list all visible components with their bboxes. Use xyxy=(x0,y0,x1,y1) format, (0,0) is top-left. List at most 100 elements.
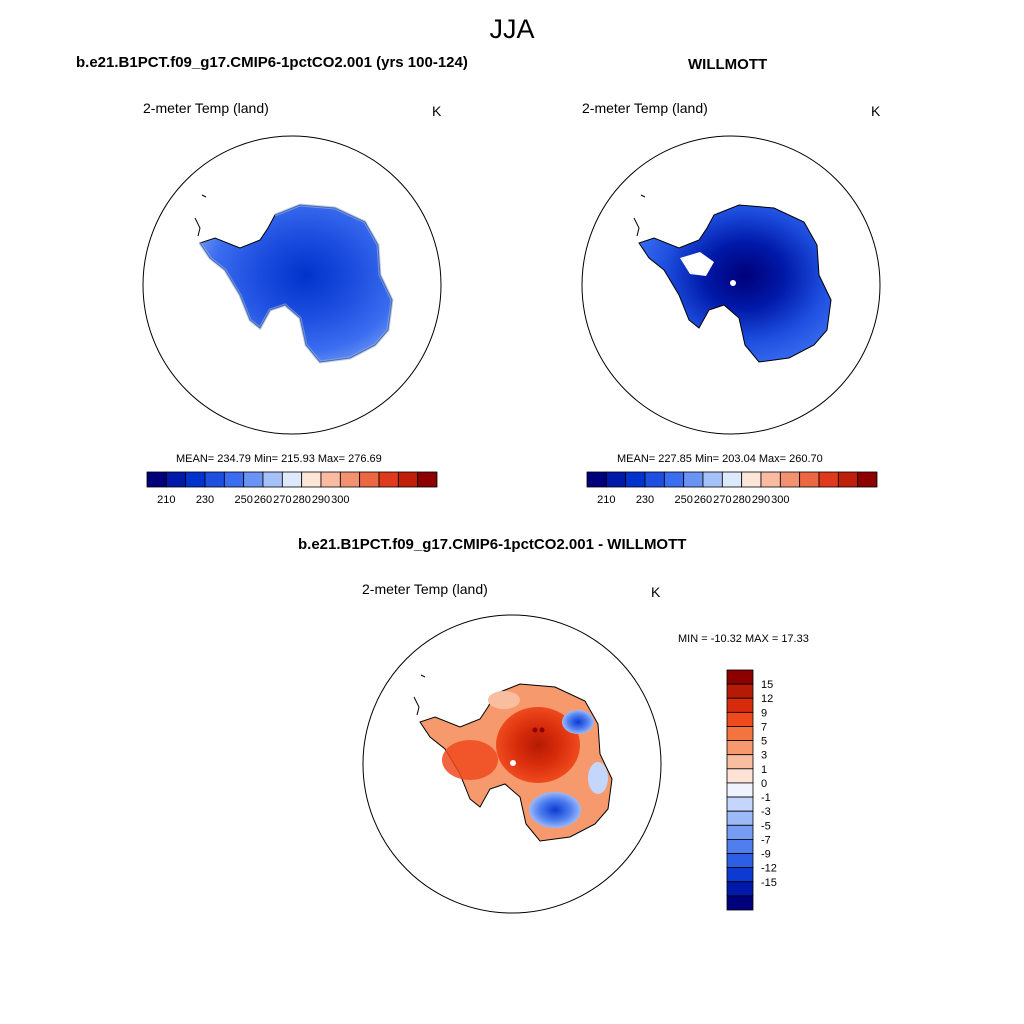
obs-colorbar-tick-label: 210 xyxy=(597,494,615,506)
model-stats-text: MEAN= 234.79 Min= 215.93 Max= 276.69 xyxy=(176,453,382,465)
model-panel-title: b.e21.B1PCT.f09_g17.CMIP6-1pctCO2.001 (y… xyxy=(76,54,468,71)
obs-antarctica-field xyxy=(633,194,832,363)
obs-colorbar-box xyxy=(760,471,781,488)
model-colorbar-box xyxy=(417,471,438,488)
diff-colorbar-box xyxy=(726,768,754,784)
diff-colorbar-box xyxy=(726,711,754,727)
model-variable-label: 2-meter Temp (land) xyxy=(143,100,269,116)
diff-colorbar-box xyxy=(726,824,754,840)
model-colorbar-box xyxy=(204,471,225,488)
obs-colorbar-box xyxy=(741,471,762,488)
diff-colorbar-tick-label: 3 xyxy=(761,750,767,762)
diff-colorbar-box xyxy=(726,810,754,826)
model-colorbar-box xyxy=(378,471,399,488)
model-colorbar-box xyxy=(281,471,303,488)
obs-colorbar-tick-label: 260 xyxy=(694,494,712,506)
obs-panel-title: WILLMOTT xyxy=(688,56,768,73)
diff-stats-text: MIN = -10.32 MAX = 17.33 xyxy=(678,633,809,645)
model-colorbar-box xyxy=(146,471,167,488)
diff-colorbar-box xyxy=(726,853,754,869)
diff-antarctica-field xyxy=(413,674,613,842)
model-colorbar-box xyxy=(223,471,245,488)
diff-colorbar-tick-label: -9 xyxy=(761,849,771,861)
obs-colorbar-box xyxy=(799,471,820,488)
model-colorbar: 210 230 250 260 270 280 290 300 xyxy=(146,471,438,506)
diff-colorbar-box xyxy=(726,726,754,741)
obs-colorbar-box xyxy=(702,471,723,488)
obs-colorbar-box xyxy=(721,471,743,488)
obs-colorbar-box xyxy=(625,471,646,488)
diff-colorbar-box xyxy=(726,669,754,685)
model-colorbar-box xyxy=(359,471,380,488)
model-antarctica-field xyxy=(194,194,394,364)
diff-colorbar-tick-label: 0 xyxy=(761,778,767,790)
model-colorbar-tick-label: 230 xyxy=(196,494,214,506)
obs-colorbar-tick-label: 270 xyxy=(713,494,731,506)
obs-colorbar-tick-label: 250 xyxy=(674,494,692,506)
diff-colorbar-box xyxy=(726,782,754,798)
model-colorbar-box xyxy=(301,471,322,488)
season-title: JJA xyxy=(489,14,535,44)
diff-colorbar-tick-label: -15 xyxy=(761,877,777,889)
diff-variable-label: 2-meter Temp (land) xyxy=(362,581,488,597)
diff-colorbar-box xyxy=(726,895,754,911)
model-colorbar-tick-label: 250 xyxy=(234,494,252,506)
diff-colorbar-box xyxy=(726,867,754,883)
obs-colorbar-tick-label: 300 xyxy=(771,494,789,506)
obs-colorbar-tick-label: 230 xyxy=(636,494,654,506)
model-colorbar-tick-label: 290 xyxy=(312,494,330,506)
obs-colorbar-box xyxy=(683,471,704,488)
diff-colorbar-box xyxy=(726,683,754,699)
model-colorbar-box xyxy=(339,471,361,488)
model-map-boundary xyxy=(142,135,442,435)
obs-colorbar-tick-label: 280 xyxy=(732,494,750,506)
model-colorbar-box xyxy=(320,471,341,488)
obs-colorbar-box xyxy=(663,471,685,488)
obs-variable-label: 2-meter Temp (land) xyxy=(582,100,708,116)
diff-colorbar-box xyxy=(726,796,754,812)
model-colorbar-box xyxy=(262,471,283,488)
model-colorbar-box xyxy=(165,471,187,488)
model-colorbar-box xyxy=(185,471,206,488)
diff-colorbar-box xyxy=(726,754,754,770)
diff-colorbar-tick-label: 12 xyxy=(761,693,773,705)
diff-colorbar-tick-label: 15 xyxy=(761,679,773,691)
obs-colorbar-box xyxy=(586,471,607,488)
diff-colorbar-tick-label: 5 xyxy=(761,736,767,748)
model-units-label: K xyxy=(432,103,442,119)
model-colorbar-tick-label: 270 xyxy=(273,494,291,506)
model-colorbar-box xyxy=(243,471,264,488)
obs-map-boundary xyxy=(581,135,881,435)
model-colorbar-box xyxy=(397,471,419,488)
diff-units-label: K xyxy=(651,584,661,600)
obs-units-label: K xyxy=(871,103,881,119)
obs-colorbar: 210 230 250 260 270 280 290 300 xyxy=(586,471,878,506)
obs-colorbar-box xyxy=(837,471,859,488)
diff-colorbar-tick-label: -7 xyxy=(761,834,771,846)
diff-colorbar: 15 12 9 7 5 3 1 0 -1 -3 -5 -7 -9 -12 -15 xyxy=(726,669,777,911)
model-colorbar-tick-label: 260 xyxy=(254,494,272,506)
diff-colorbar-box xyxy=(726,881,754,897)
obs-colorbar-box xyxy=(779,471,801,488)
diff-colorbar-tick-label: -3 xyxy=(761,806,771,818)
diff-colorbar-tick-label: 9 xyxy=(761,707,767,719)
obs-colorbar-box xyxy=(818,471,839,488)
diff-panel-title: b.e21.B1PCT.f09_g17.CMIP6-1pctCO2.001 - … xyxy=(298,536,687,553)
diff-colorbar-box xyxy=(726,839,754,854)
diff-colorbar-tick-label: -1 xyxy=(761,792,771,804)
model-colorbar-tick-label: 280 xyxy=(292,494,310,506)
obs-stats-text: MEAN= 227.85 Min= 203.04 Max= 260.70 xyxy=(617,453,823,465)
diff-colorbar-tick-label: 1 xyxy=(761,764,767,776)
obs-colorbar-box xyxy=(605,471,627,488)
model-colorbar-tick-label: 300 xyxy=(331,494,349,506)
obs-colorbar-tick-label: 290 xyxy=(752,494,770,506)
diff-colorbar-tick-label: 7 xyxy=(761,721,767,733)
model-colorbar-tick-label: 210 xyxy=(157,494,175,506)
obs-colorbar-box xyxy=(857,471,878,488)
obs-colorbar-box xyxy=(644,471,665,488)
diff-colorbar-tick-label: -5 xyxy=(761,820,771,832)
diff-map-boundary xyxy=(362,614,662,914)
diff-colorbar-tick-label: -12 xyxy=(761,863,777,875)
diff-colorbar-box xyxy=(726,697,754,713)
